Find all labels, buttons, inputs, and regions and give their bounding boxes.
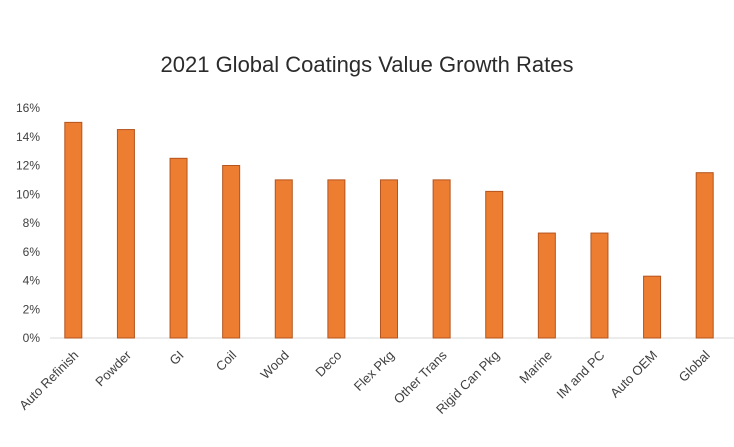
bar: [695, 172, 714, 339]
y-tick-label: 16%: [16, 101, 40, 115]
y-axis-ticks: 0% 2% 4% 6% 8% 10% 12% 14% 16%: [16, 101, 40, 345]
y-tick-label: 10%: [16, 187, 40, 201]
y-tick-label: 4%: [23, 274, 41, 288]
y-tick-label: 14%: [16, 130, 40, 144]
bar: [116, 129, 135, 339]
bar: [485, 190, 504, 339]
y-tick-label: 6%: [23, 245, 41, 259]
x-tick-label: IM and PC: [554, 348, 608, 402]
x-tick-label: Auto OEM: [607, 348, 660, 401]
y-tick-label: 2%: [23, 302, 41, 316]
x-tick-label: Auto Refinish: [16, 348, 81, 413]
bar: [274, 179, 293, 339]
bar: [64, 121, 83, 339]
bars: [64, 121, 714, 339]
x-tick-label: Coil: [213, 347, 240, 374]
bar: [643, 275, 662, 339]
y-tick-label: 0%: [23, 331, 41, 345]
x-tick-label: Powder: [92, 347, 134, 389]
bar: [590, 232, 609, 339]
y-tick-label: 12%: [16, 159, 40, 173]
x-tick-label: Global: [676, 347, 713, 384]
bar: [327, 179, 346, 339]
x-tick-label: GI: [166, 348, 186, 368]
chart-title: 2021 Global Coatings Value Growth Rates: [160, 52, 574, 77]
bar: [222, 165, 241, 339]
bar: [380, 179, 398, 339]
x-axis-labels: Auto Refinish Powder GI Coil Wood Deco Flex Pk…: [16, 347, 713, 417]
x-tick-label: Deco: [312, 348, 344, 380]
bar: [432, 179, 451, 339]
x-tick-label: Wood: [257, 348, 291, 382]
x-tick-label: Marine: [516, 348, 555, 387]
x-tick-label: Flex Pkg: [351, 348, 397, 394]
bar: [537, 232, 556, 339]
y-tick-label: 8%: [23, 216, 41, 230]
bar: [169, 157, 188, 339]
